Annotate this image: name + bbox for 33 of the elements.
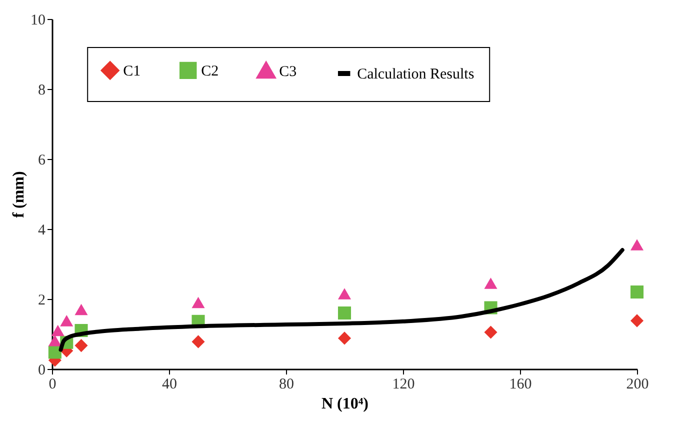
x-tick-label: 120	[392, 376, 415, 392]
y-tick-label: 2	[38, 292, 46, 308]
point	[484, 278, 498, 289]
legend-label: C2	[201, 63, 219, 80]
x-tick-label: 40	[162, 376, 177, 392]
y-tick-label: 10	[30, 12, 46, 28]
legend-label: C1	[123, 63, 141, 80]
point	[60, 315, 74, 326]
point	[48, 335, 62, 346]
point	[630, 239, 644, 250]
point	[484, 326, 498, 339]
point	[74, 339, 88, 352]
point	[192, 296, 205, 308]
point	[338, 306, 352, 320]
y-tick-label: 0	[38, 362, 46, 378]
x-tick-label: 0	[48, 376, 56, 392]
x-tick-label: 80	[279, 376, 294, 392]
point	[74, 304, 88, 316]
point	[630, 285, 644, 299]
point	[338, 288, 352, 300]
legend-label: C3	[279, 64, 297, 80]
x-axis-title: N (10⁴)	[321, 396, 369, 412]
y-tick-label: 8	[38, 82, 46, 98]
y-tick-label: 4	[38, 222, 46, 238]
point	[51, 324, 64, 336]
legend-label: Calculation Results	[357, 66, 474, 82]
y-axis-title: f (mm)	[10, 171, 28, 218]
point	[630, 314, 644, 328]
y-tick-label: 6	[38, 152, 46, 168]
point	[338, 332, 352, 345]
x-tick-label: 160	[509, 376, 532, 392]
point	[192, 335, 205, 348]
x-tick-label: 200	[626, 376, 649, 392]
